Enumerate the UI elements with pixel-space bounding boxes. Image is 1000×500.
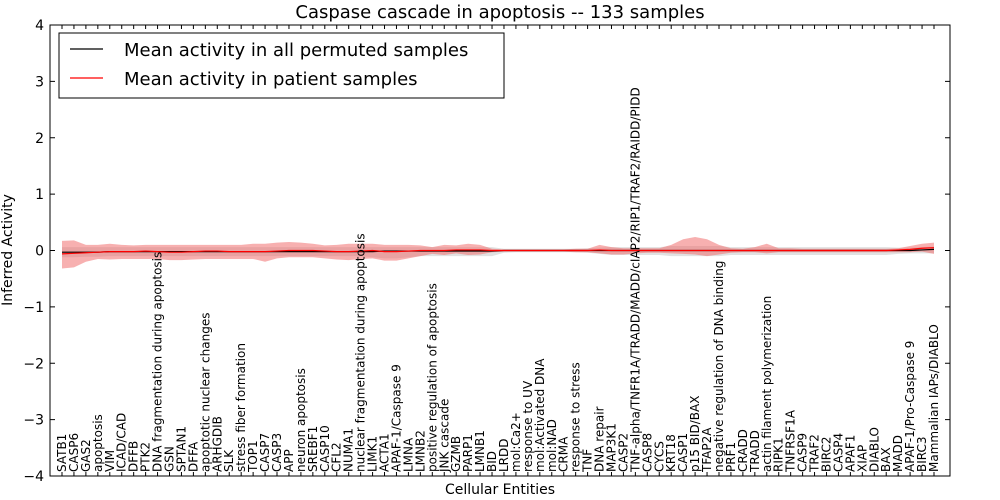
x-tick-label: BAX — [879, 447, 893, 472]
y-tick-label: 3 — [35, 74, 44, 90]
x-tick-label: CASP4 — [831, 433, 845, 472]
x-tick-label: KRT18 — [664, 434, 678, 472]
x-tick-label: APAF-1/Pro-Caspase 9 — [903, 341, 917, 472]
x-tick-label: MADD — [891, 435, 905, 472]
x-tick-label: response to stress — [569, 362, 583, 472]
x-tick-label: apoptosis — [91, 414, 105, 472]
x-tick-label: CASP1 — [676, 433, 690, 472]
x-tick-label: DFFB — [127, 441, 141, 472]
x-tick-label: DIABLO — [867, 427, 881, 472]
x-axis-label: Cellular Entities — [445, 482, 555, 498]
x-tick-label: PARP1 — [461, 434, 475, 472]
x-tick-label: SREBF1 — [306, 426, 320, 472]
x-tick-label: MAP3K1 — [604, 423, 618, 472]
x-tick-label: CASP7 — [258, 433, 272, 472]
x-tick-label: ARHGDIB — [210, 416, 224, 472]
x-tick-label: mol:Ca2+ — [509, 412, 523, 472]
y-tick-label: 2 — [35, 131, 44, 147]
x-tick-label: VIM — [103, 450, 117, 472]
legend: Mean activity in all permuted samples Mea… — [58, 32, 505, 99]
x-tick-label: CASP9 — [796, 433, 810, 472]
x-tick-label: PTK2 — [139, 442, 153, 472]
x-tick-label: APAF-1/Caspase 9 — [389, 364, 403, 472]
x-tick-label: TFAP2A — [700, 427, 714, 473]
x-tick-label: response to UV — [521, 380, 535, 472]
x-tick-label: PRF1 — [724, 442, 738, 472]
x-tick-label: stress fiber formation — [234, 343, 248, 472]
x-tick-label: positive regulation of apoptosis — [425, 283, 439, 472]
x-tick-label: LRDD — [497, 438, 511, 472]
x-tick-label: APP — [282, 449, 296, 472]
x-tick-label: ACTA1 — [378, 433, 392, 472]
x-tick-label: nuclear fragmentation during apoptosis — [354, 233, 368, 472]
x-tick-label: p15 BID/BAX — [688, 396, 702, 472]
x-tick-label: BID — [485, 451, 499, 472]
x-tick-label: LMNA — [401, 437, 415, 472]
x-tick-label: CYCS — [652, 441, 666, 472]
chart-title: Caspase cascade in apoptosis -- 133 samp… — [295, 2, 704, 23]
x-tick-label: BIRC3 — [915, 436, 929, 472]
x-tick-label: RIPK1 — [772, 437, 786, 472]
x-tick-label: neuron apoptosis — [294, 368, 308, 472]
y-tick-label: −2 — [23, 356, 44, 372]
legend-label: Mean activity in patient samples — [124, 69, 418, 90]
y-tick-label: −4 — [23, 469, 44, 485]
x-tick-label: DNA repair — [593, 406, 607, 472]
y-tick-label: −1 — [23, 300, 44, 316]
x-tick-label: TOP1 — [246, 440, 260, 473]
x-tick-label: LMNB1 — [473, 430, 487, 472]
x-tick-label: mol:Activated DNA — [533, 358, 547, 472]
x-tick-label: LIMK1 — [366, 436, 380, 472]
plot-area: −4 −3 −2 −1 0 1 2 3 4 SATB1CASP6GAS2apoptosisVIMI… — [23, 18, 951, 485]
x-tick-label: XIAP — [855, 445, 869, 472]
x-tick-label: CASP8 — [640, 433, 654, 472]
y-axis-label: Inferred Activity — [0, 194, 16, 306]
x-tick-label: negative regulation of DNA binding — [712, 261, 726, 472]
x-tick-label: TNF-alpha/TNFR1A/TRADD/MADD/cIAP2/RIP1/T… — [628, 87, 642, 473]
x-tick-label: TRADD — [748, 430, 762, 473]
x-tick-label: CASP6 — [67, 433, 81, 472]
x-tick-label: mol:NAD — [545, 419, 559, 472]
x-tick-label: TNFRSF1A — [784, 409, 798, 473]
y-tick-label: 1 — [35, 187, 44, 203]
x-tick-label: CFL2 — [330, 442, 344, 472]
x-tick-label: NUMA1 — [342, 428, 356, 472]
x-tick-label: GZMB — [449, 436, 463, 472]
x-tick-label: JNK cascade — [437, 399, 451, 473]
y-tick-label: 4 — [35, 18, 44, 34]
x-tick-label: CRADD — [736, 429, 750, 472]
x-tick-label: apoptotic nuclear changes — [198, 313, 212, 472]
x-tick-label: Mammalian IAPs/DIABLO — [927, 324, 941, 472]
x-tick-label: GAS2 — [79, 439, 93, 472]
x-tick-label: DNA fragmentation during apoptosis — [151, 252, 165, 472]
y-tick-label: −3 — [23, 413, 44, 429]
x-tick-label: CASP2 — [616, 433, 630, 472]
x-tick-label: CASP3 — [270, 433, 284, 472]
legend-label: Mean activity in all permuted samples — [124, 40, 468, 61]
x-tick-label: TRAF2 — [808, 434, 822, 473]
series-line-patient — [61, 247, 935, 255]
y-tick-label: 0 — [35, 244, 44, 260]
x-tick-label: CRMA — [557, 436, 571, 472]
x-tick-label: BIRC2 — [819, 436, 833, 472]
band-patient — [62, 236, 934, 269]
x-tick-label: CASP10 — [318, 425, 332, 472]
x-tick-label: LMNB2 — [413, 430, 427, 472]
x-tick-label: APAF1 — [843, 435, 857, 472]
x-tick-label: GSN — [163, 446, 177, 472]
x-tick-label: SLK — [222, 449, 236, 472]
x-tick-label: TNF — [581, 449, 595, 473]
x-tick-label: SPTAN1 — [174, 426, 188, 472]
legend-box — [58, 32, 505, 99]
x-tick-label: SATB1 — [55, 434, 69, 472]
x-tick-label: ICAD/CAD — [115, 413, 129, 472]
x-tick-label: actin filament polymerization — [760, 296, 774, 472]
x-tick-label: DFFA — [186, 441, 200, 472]
